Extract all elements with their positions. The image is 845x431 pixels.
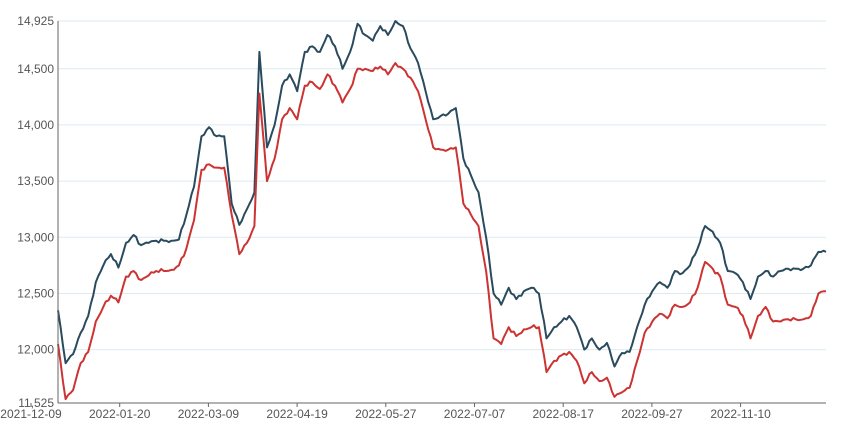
y-tick-label: 11,525 — [18, 396, 54, 410]
y-tick-label: 13,500 — [17, 174, 54, 188]
y-tick-label: 14,000 — [17, 118, 54, 132]
y-tick-label: 12,000 — [17, 343, 54, 357]
x-tick-label: 2022-04-19 — [266, 407, 328, 421]
series-line-upper — [57, 20, 827, 368]
x-tick-label: 2022-03-09 — [178, 407, 240, 421]
y-tick-label: 13,000 — [17, 230, 54, 244]
x-tick-label: 2021-12-09 — [0, 407, 62, 421]
x-tick-label: 2022-09-27 — [621, 407, 683, 421]
x-tick-label: 2022-08-17 — [533, 407, 595, 421]
series-group — [57, 20, 827, 401]
y-tick-label: 14,500 — [17, 62, 54, 76]
y-tick-label: 14,925 — [17, 14, 54, 28]
grid-lines — [58, 20, 826, 404]
y-tick-labels: 11,525 12,000 12,500 13,000 13,500 14,000 14,5… — [17, 14, 54, 410]
x-tick-label: 2022-05-27 — [355, 407, 417, 421]
y-tick-label: 12,500 — [17, 286, 54, 300]
x-tick-label: 2022-11-10 — [710, 407, 771, 421]
x-tick-label: 2022-07-07 — [444, 407, 506, 421]
x-tick-labels: 2021-12-09 2022-01-20 2022-03-09 2022-04-19… — [0, 403, 771, 421]
series-line-lower — [57, 62, 827, 401]
x-tick-label: 2022-01-20 — [89, 407, 151, 421]
